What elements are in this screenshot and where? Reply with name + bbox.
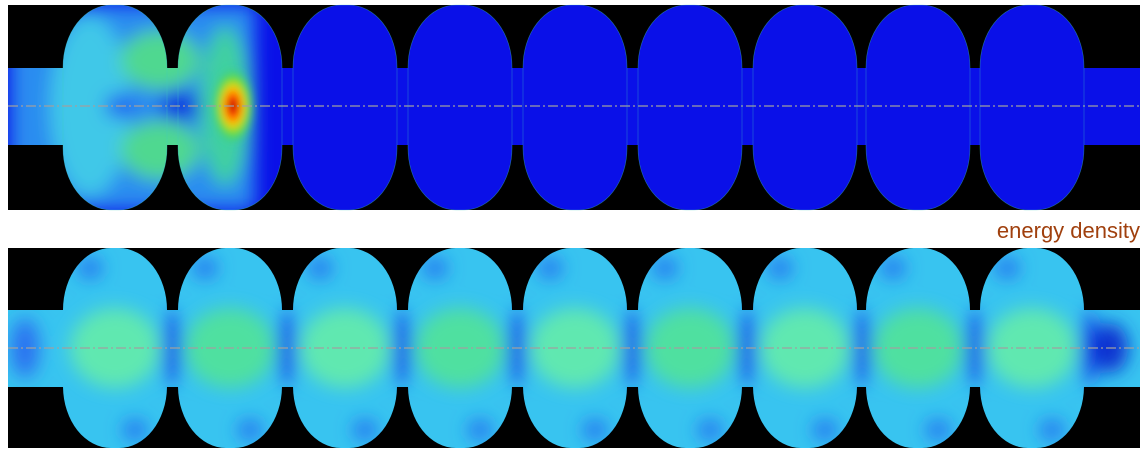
blob — [120, 120, 200, 180]
blob — [1040, 420, 1064, 440]
blob — [423, 258, 447, 278]
blob — [583, 420, 607, 440]
blob — [698, 420, 722, 440]
blob — [926, 420, 950, 440]
blob — [120, 30, 200, 90]
blob — [468, 420, 492, 440]
blob — [768, 258, 792, 278]
blob — [881, 258, 905, 278]
blob — [813, 420, 837, 440]
caption: energy density — [997, 218, 1140, 243]
blob — [308, 258, 332, 278]
blob — [123, 420, 147, 440]
blob — [238, 420, 262, 440]
figure: energy density — [0, 0, 1146, 452]
blob — [995, 258, 1019, 278]
blob — [538, 258, 562, 278]
blob — [78, 258, 102, 278]
blob — [653, 258, 677, 278]
blob — [193, 258, 217, 278]
blob — [353, 420, 377, 440]
